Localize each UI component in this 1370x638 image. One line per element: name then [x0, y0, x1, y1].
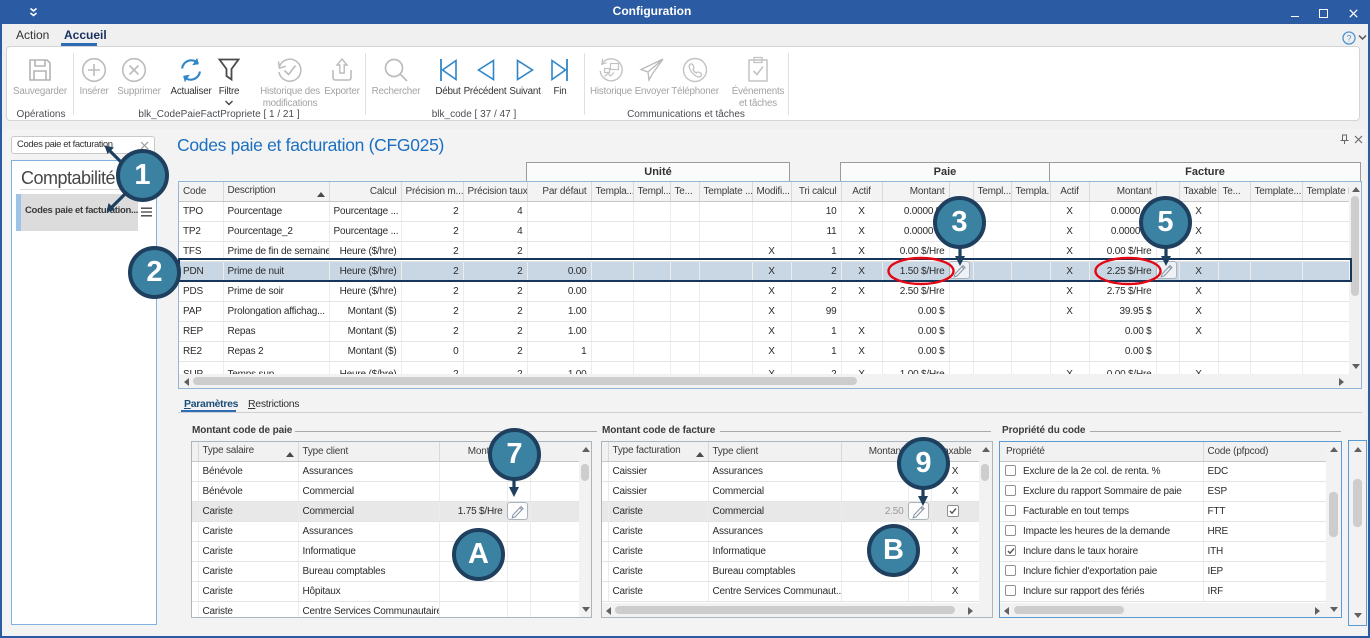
svg-text:?: ? [1346, 34, 1351, 44]
